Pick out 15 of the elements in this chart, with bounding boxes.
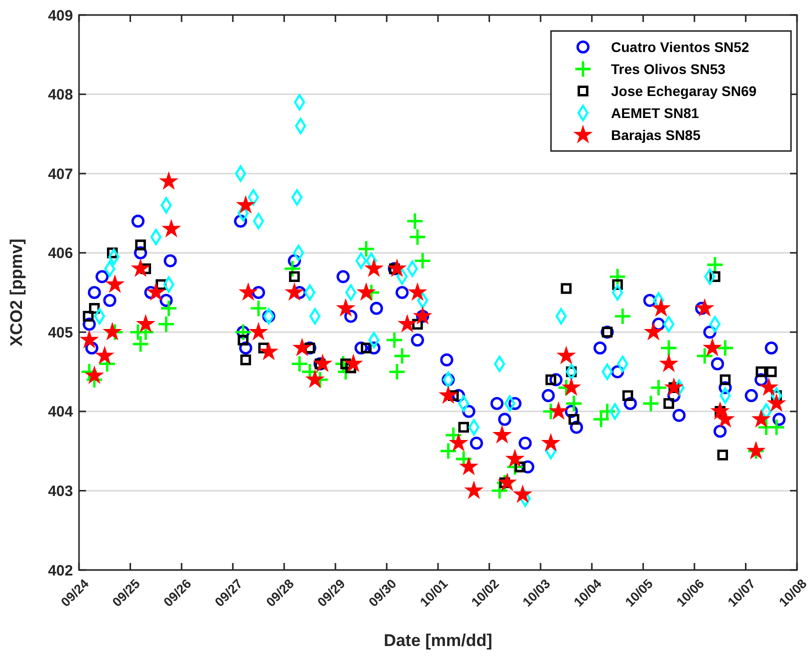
- legend-label: Barajas SN85: [611, 126, 701, 143]
- y-tick-label: 403: [48, 482, 73, 500]
- y-tick-label: 408: [48, 86, 73, 104]
- y-tick-label: 407: [48, 166, 73, 183]
- y-tick-label: 405: [48, 324, 73, 342]
- x-axis-title: Date [mm/dd]: [384, 631, 492, 650]
- y-tick-label: 402: [48, 562, 73, 580]
- legend-label: Cuatro Vientos SN52: [611, 38, 750, 55]
- y-tick-label: 406: [48, 245, 73, 262]
- legend-label: Jose Echegaray SN69: [611, 82, 757, 99]
- y-tick-label: 409: [48, 7, 73, 24]
- legend-label: AEMET SN81: [611, 104, 700, 121]
- y-tick-label: 404: [48, 404, 74, 421]
- legend-label: Tres Olivos SN53: [611, 60, 726, 77]
- y-axis-title: XCO2 [ppmv]: [7, 238, 26, 346]
